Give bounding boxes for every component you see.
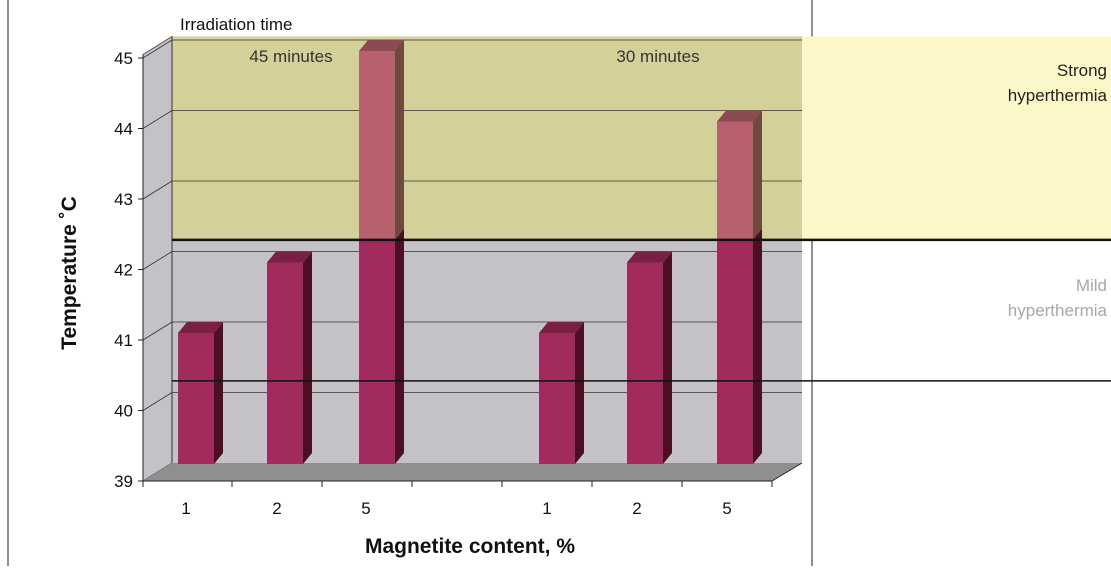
x-tick-label: 5 [361, 499, 370, 518]
bar-45min-5-top [359, 40, 404, 51]
y-tick-label: 40 [114, 402, 133, 421]
bar-30min-5-top [717, 110, 762, 122]
x-tick-label: 1 [181, 499, 190, 518]
group-header: Irradiation time [180, 15, 292, 34]
bar-45min-2-side [303, 251, 312, 464]
bar-45min-5 [359, 239, 395, 464]
gridline-depth [142, 180, 173, 200]
y-tick-label: 43 [114, 190, 133, 209]
x-axis-depth [771, 462, 803, 482]
y-axis-title: Temperature ˚C [58, 196, 81, 350]
zone-label-strong: Strong [1057, 61, 1107, 80]
gridline-depth [142, 392, 173, 411]
group-label-45min: 45 minutes [249, 47, 332, 66]
bar-30min-2-top [627, 251, 672, 263]
x-axis-title: Magnetite content, % [365, 535, 575, 558]
bar-30min-1-side [575, 322, 584, 464]
y-tick-label: 41 [114, 331, 133, 350]
bar-30min-5 [717, 239, 753, 464]
zone-label-strong: hyperthermia [1008, 86, 1108, 105]
bar-45min-5-upper [359, 51, 395, 240]
bar-30min-2 [627, 262, 663, 464]
gridline-depth [142, 321, 173, 341]
bar-30min-1 [539, 333, 575, 464]
x-tick-label: 2 [632, 499, 641, 518]
y-tick-label: 39 [114, 472, 133, 491]
strong-zone-band [172, 36, 1111, 240]
gridline-depth [142, 251, 173, 270]
bar-45min-2-top [267, 251, 312, 263]
bar-45min-1 [178, 333, 214, 464]
group-label-30min: 30 minutes [616, 47, 699, 66]
gridline-depth [142, 39, 173, 59]
bar-30min-5-upper [717, 121, 753, 240]
zone-label-mild: Mild [1076, 276, 1107, 295]
bar-45min-1-top [178, 322, 223, 333]
chart-floor [143, 463, 802, 481]
side-wall [142, 35, 173, 482]
bar-30min-1-top [539, 322, 584, 333]
x-tick-label: 2 [272, 499, 281, 518]
bar-45min-5-side-upper [395, 40, 404, 240]
y-tick-label: 45 [114, 49, 133, 68]
bar-45min-1-side [214, 322, 223, 464]
zone-label-mild: hyperthermia [1008, 301, 1108, 320]
strong-zone-overlay [172, 36, 802, 240]
bar-30min-2-side [663, 251, 672, 464]
y-tick-label: 42 [114, 261, 133, 280]
bar-45min-2 [267, 262, 303, 464]
x-tick-label: 1 [542, 499, 551, 518]
bar-30min-5-side-upper [753, 110, 762, 240]
gridline-depth [142, 110, 173, 129]
x-tick-label: 5 [722, 499, 731, 518]
y-tick-label: 44 [114, 120, 133, 139]
